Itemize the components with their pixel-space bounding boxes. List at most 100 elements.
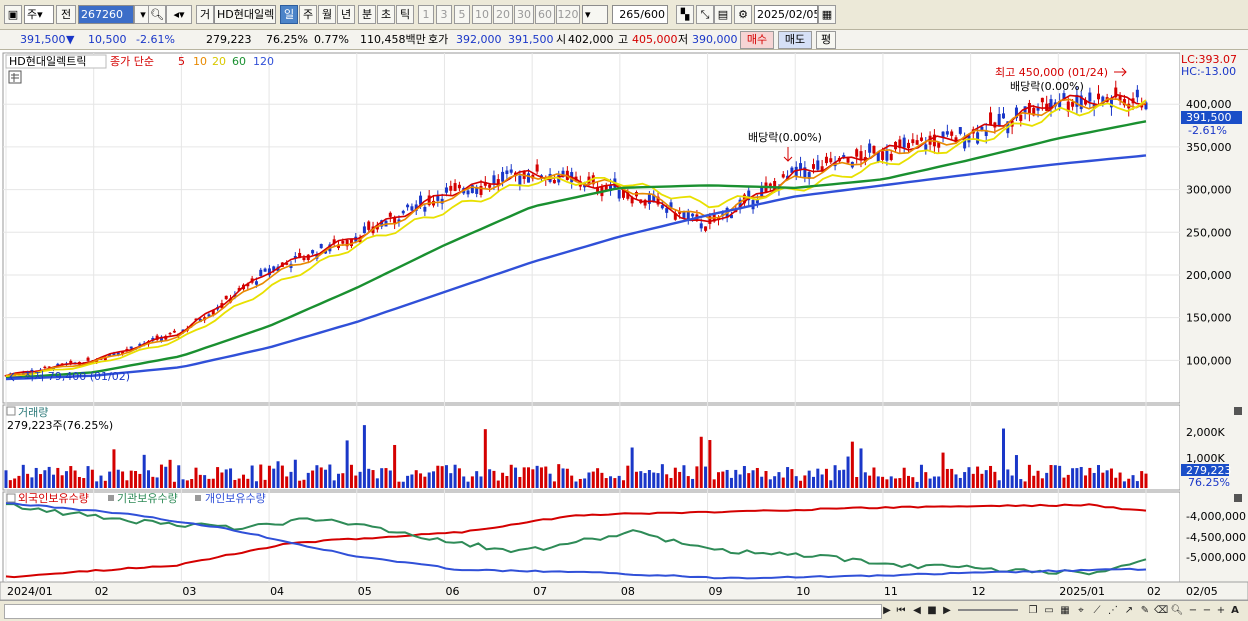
scroll-right-icon[interactable]: ▶: [883, 605, 891, 616]
volume-bar: [1127, 478, 1131, 488]
holding-panel-close-icon[interactable]: [1234, 494, 1242, 502]
volume-bar: [69, 466, 73, 488]
period-year-button[interactable]: 년: [337, 5, 355, 24]
chart-settings-icon[interactable]: ▦: [1060, 605, 1070, 616]
prev-button[interactable]: 전: [56, 5, 76, 24]
volume-bar: [250, 465, 254, 488]
copy-icon[interactable]: ❐: [1028, 605, 1038, 616]
fib-tool-icon[interactable]: ⋰: [1108, 605, 1118, 616]
candle-body: [773, 180, 777, 191]
scroll-prev-icon[interactable]: ◀: [913, 605, 921, 616]
minute-30-button[interactable]: 30: [514, 5, 534, 24]
candle-body: [349, 239, 353, 247]
sell-button[interactable]: 매도: [778, 31, 812, 49]
scroll-first-icon[interactable]: ⏮: [896, 605, 906, 616]
minute-5-button[interactable]: 5: [454, 5, 470, 24]
volume-bar: [1014, 455, 1018, 488]
trend-tool-icon[interactable]: ↗: [1124, 605, 1134, 616]
candle-body: [846, 157, 850, 163]
volume-bar: [181, 479, 185, 488]
candle-body: [229, 298, 233, 303]
volume-bar: [254, 481, 258, 488]
window-icon[interactable]: ▣: [4, 5, 22, 24]
stock-chart[interactable]: HD현대일렉트릭 종가 단순 5 10 20 60 120 최고 450,000…: [0, 50, 1248, 600]
minute-3-button[interactable]: 3: [436, 5, 452, 24]
custom-period-select[interactable]: ▾: [582, 5, 608, 24]
gear-icon[interactable]: ⚙: [734, 5, 752, 24]
holding-panel-checkbox[interactable]: [6, 493, 16, 503]
candle-body: [1101, 96, 1105, 105]
period-month-button[interactable]: 월: [318, 5, 336, 24]
zoom-slider[interactable]: [958, 609, 1018, 611]
draw-tool-icon[interactable]: ✎: [1140, 605, 1150, 616]
period-week-button[interactable]: 주: [299, 5, 317, 24]
period-second-button[interactable]: 초: [377, 5, 395, 24]
eval-button[interactable]: 평: [816, 31, 836, 49]
volume-bar: [894, 478, 898, 488]
period-tick-button[interactable]: 틱: [396, 5, 414, 24]
market-select-value: 주: [27, 8, 38, 21]
chart-scrollbar[interactable]: [4, 604, 882, 619]
period-minute-button[interactable]: 분: [358, 5, 376, 24]
candle-body: [691, 213, 695, 217]
zoom-out-icon[interactable]: −: [1188, 605, 1198, 616]
crosshair-icon[interactable]: ⌖: [1078, 605, 1084, 616]
volume-bar: [889, 476, 893, 488]
candle-body: [172, 330, 176, 333]
volume-bar: [267, 465, 271, 488]
volume-panel-checkbox[interactable]: [6, 406, 16, 416]
search-icon[interactable]: 🔍︎: [148, 5, 166, 24]
candle-body: [799, 163, 803, 170]
trade-button[interactable]: 거: [196, 5, 214, 24]
minute-120-button[interactable]: 120: [556, 5, 580, 24]
play-icon[interactable]: ▶: [943, 605, 951, 616]
candle-body: [950, 131, 954, 136]
market-select[interactable]: 주▾: [24, 5, 54, 24]
line-tool-icon[interactable]: ⟋: [1093, 605, 1101, 616]
volume-bar: [1040, 478, 1044, 488]
period-day-button[interactable]: 일: [280, 5, 298, 24]
volume-bar: [846, 456, 850, 488]
draw-tools-icon[interactable]: ⤡: [696, 5, 714, 24]
volume-tick-1000k: 1,000K: [1186, 452, 1225, 465]
save-icon[interactable]: ▤: [714, 5, 732, 24]
minute-1-button[interactable]: 1: [418, 5, 434, 24]
layout-icon[interactable]: ▭: [1044, 605, 1054, 616]
eraser-icon[interactable]: ⌫: [1154, 605, 1169, 616]
candle-body: [989, 112, 993, 125]
volume-bar: [492, 470, 496, 488]
stop-icon[interactable]: ■: [927, 605, 937, 616]
calendar-icon[interactable]: ▦: [818, 5, 836, 24]
volume-bar: [302, 479, 306, 488]
table-toggle-icon[interactable]: [8, 70, 22, 84]
volume-bar: [518, 476, 522, 488]
candle-body: [194, 318, 198, 321]
minute-10-button[interactable]: 10: [472, 5, 492, 24]
volume-bar: [449, 473, 453, 488]
candle-body: [207, 314, 211, 317]
candle-body: [790, 167, 794, 173]
volume-bar: [799, 480, 803, 488]
zoom-in-icon[interactable]: +: [1216, 605, 1226, 616]
zoom-icon[interactable]: 🔍︎: [1170, 605, 1184, 616]
minute-60-button[interactable]: 60: [535, 5, 555, 24]
date-input[interactable]: 2025/02/05: [754, 5, 818, 24]
buy-button[interactable]: 매수: [740, 31, 774, 49]
candle-body: [397, 219, 401, 222]
speaker-icon[interactable]: ◂▾: [166, 5, 192, 24]
volume-bar: [151, 476, 155, 488]
volume-bar: [600, 472, 604, 488]
low-price: 390,000: [692, 33, 738, 46]
volume-bar: [647, 470, 651, 488]
stock-code-input[interactable]: 267260: [78, 5, 134, 24]
font-size-icon[interactable]: A: [1231, 605, 1239, 616]
volume-bar: [548, 473, 552, 488]
split-icon[interactable]: −: [1202, 605, 1212, 616]
volume-bar: [1071, 468, 1075, 488]
volume-bar: [950, 468, 954, 488]
candle-type-icon[interactable]: ▚: [676, 5, 694, 24]
quote-strip: 391,500 ▼ 10,500 -2.61% 279,223 76.25% 0…: [0, 30, 1248, 50]
volume-panel-close-icon[interactable]: [1234, 407, 1242, 415]
volume-tick-2000k: 2,000K: [1186, 426, 1225, 439]
minute-20-button[interactable]: 20: [493, 5, 513, 24]
